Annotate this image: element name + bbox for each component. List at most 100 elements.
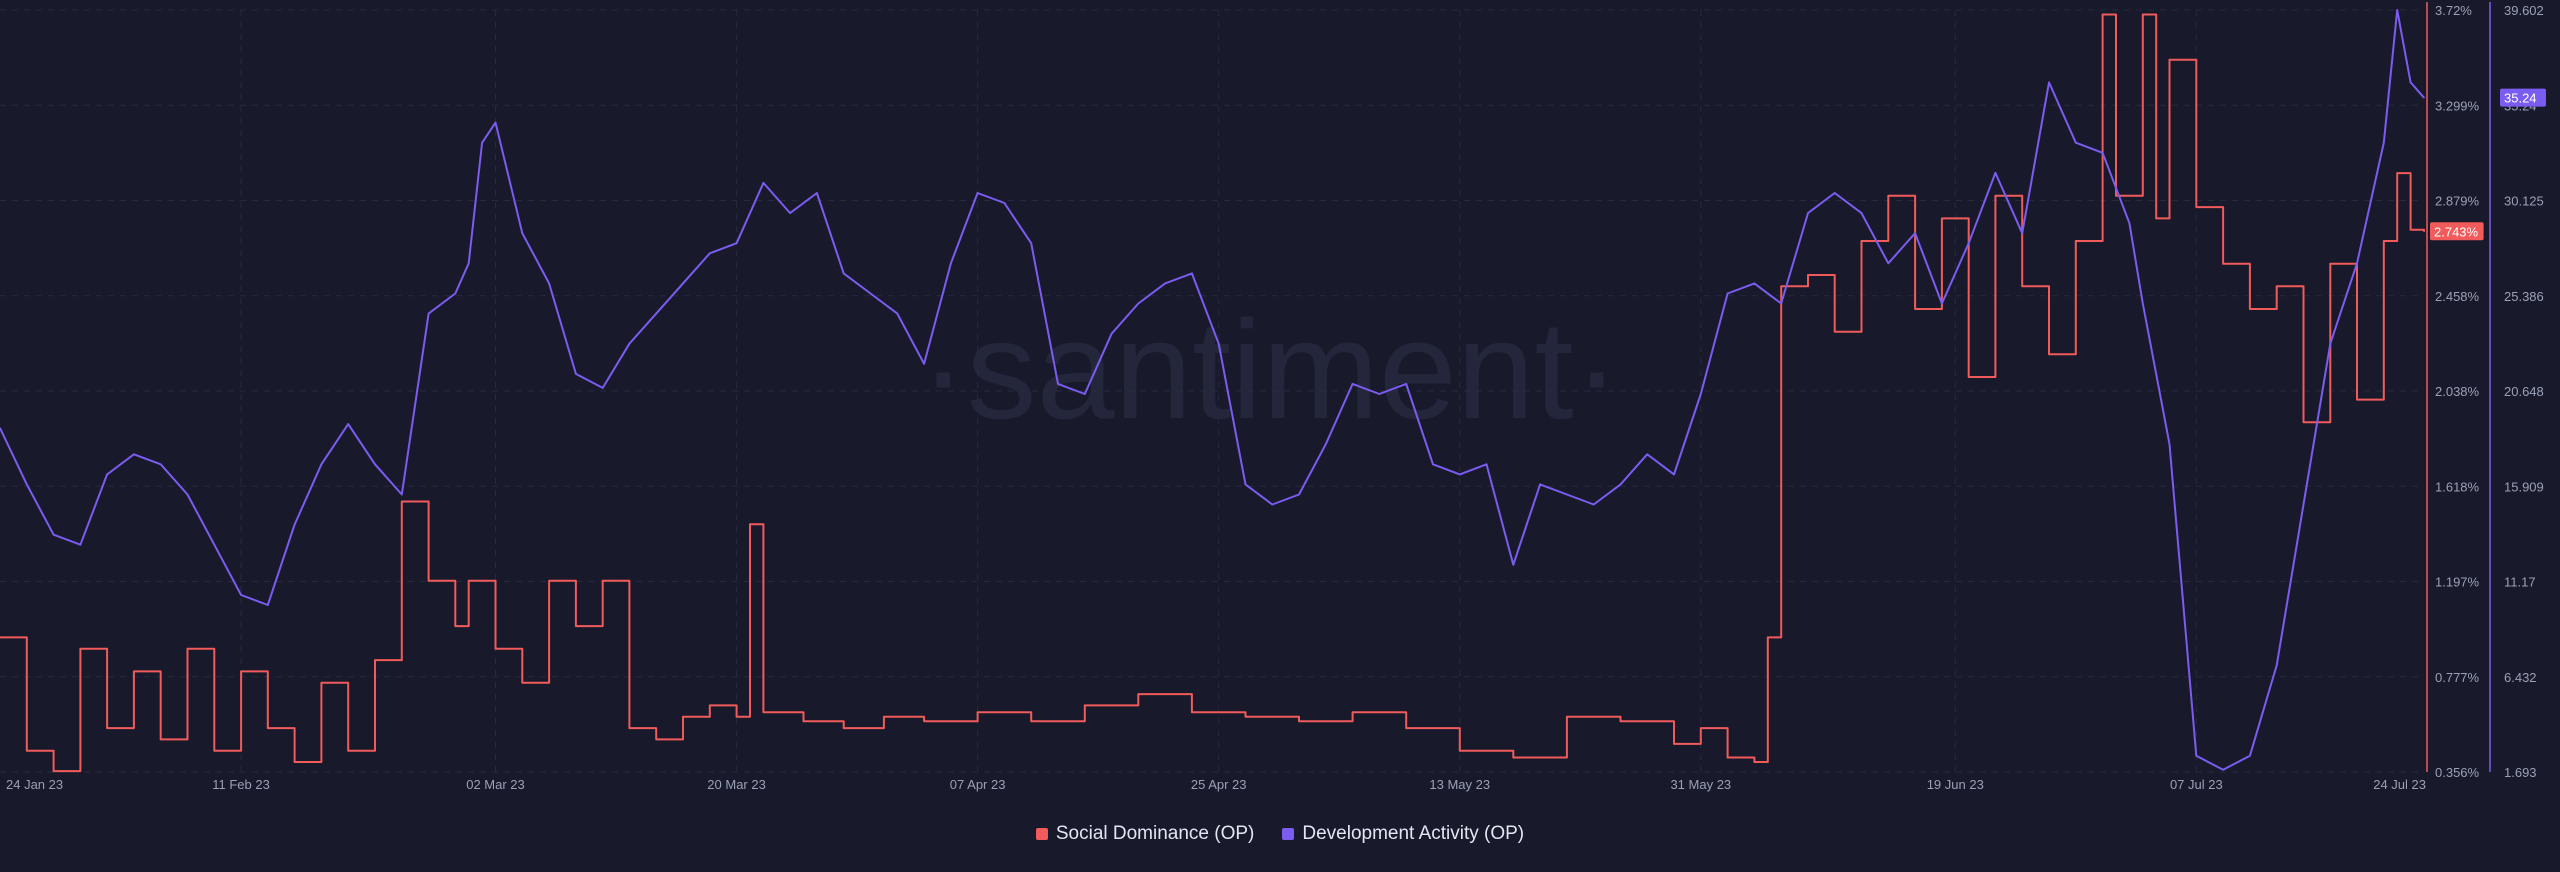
- legend-label-social-dominance: Social Dominance (OP): [1055, 823, 1255, 844]
- data-point-social-dominance: [347, 749, 349, 752]
- data-point-social-dominance: [883, 715, 885, 718]
- data-point-social-dominance: [548, 580, 550, 582]
- data-point-development-activity: [2249, 754, 2251, 757]
- data-point-social-dominance: [2423, 230, 2425, 233]
- data-point-development-activity: [1164, 282, 1166, 285]
- last-value-badge-development-activity: 35.24: [2504, 91, 2537, 106]
- data-point-social-dominance: [1766, 636, 1769, 639]
- last-value-badge-social-dominance: 2.743%: [2434, 224, 2479, 239]
- legend-swatch-development-activity: [1282, 828, 1295, 840]
- data-point-development-activity: [521, 232, 524, 234]
- data-point-social-dominance: [1860, 240, 1863, 242]
- data-point-development-activity: [1807, 212, 1809, 214]
- x-tick-label: 07 Apr 23: [950, 777, 1006, 792]
- data-point-development-activity: [1673, 473, 1675, 476]
- data-point-social-dominance: [1833, 330, 1836, 333]
- data-point-development-activity: [2101, 151, 2104, 154]
- data-point-development-activity: [293, 523, 296, 526]
- y-tick-label-social-dominance: 2.879%: [2435, 194, 2480, 209]
- data-point-development-activity: [1967, 242, 1970, 245]
- data-point-development-activity: [950, 262, 952, 265]
- data-point-social-dominance: [374, 659, 376, 661]
- last-value-badge-development-activity-bg: [2500, 88, 2546, 107]
- data-point-social-dominance: [1566, 715, 1568, 718]
- data-point-social-dominance: [1137, 693, 1140, 695]
- data-point-social-dominance: [494, 647, 497, 650]
- data-point-social-dominance: [628, 727, 631, 729]
- y-tick-label-development-activity: 15.909: [2504, 479, 2544, 494]
- x-tick-label: 11 Feb 23: [212, 777, 270, 792]
- data-point-development-activity: [2021, 232, 2024, 234]
- data-point-development-activity: [1030, 242, 1033, 245]
- data-point-development-activity: [1057, 383, 1059, 385]
- data-point-development-activity: [400, 493, 403, 496]
- data-point-development-activity: [1217, 342, 1220, 345]
- data-point-development-activity: [923, 363, 925, 365]
- data-point-development-activity: [842, 272, 845, 275]
- x-tick-label: 24 Jan 23: [6, 777, 63, 792]
- x-tick-label: 25 Apr 23: [1191, 777, 1247, 792]
- data-point-social-dominance: [293, 761, 296, 763]
- data-point-development-activity: [1994, 172, 1997, 174]
- data-point-social-dominance: [2115, 194, 2117, 197]
- data-point-social-dominance: [802, 720, 805, 723]
- data-point-development-activity: [2423, 96, 2425, 99]
- data-point-social-dominance: [2168, 59, 2171, 61]
- data-point-social-dominance: [427, 580, 430, 582]
- data-point-social-dominance: [1994, 194, 1997, 197]
- data-point-development-activity: [2356, 262, 2358, 265]
- data-point-development-activity: [1244, 483, 1247, 486]
- data-point-development-activity: [467, 262, 470, 265]
- data-point-development-activity: [267, 604, 269, 606]
- data-point-development-activity: [2128, 222, 2131, 224]
- data-point-social-dominance: [575, 625, 577, 627]
- santiment-watermark: ·santiment·: [920, 291, 1620, 448]
- data-point-development-activity: [213, 543, 216, 546]
- x-tick-label: 07 Jul 23: [2170, 777, 2223, 792]
- data-point-development-activity: [106, 473, 108, 476]
- legend-item-development-activity[interactable]: Development Activity (OP): [1282, 823, 1524, 845]
- data-point-development-activity: [682, 282, 684, 285]
- data-point-development-activity: [1592, 503, 1595, 506]
- data-point-social-dominance: [2021, 285, 2024, 288]
- y-tick-label-development-activity: 20.648: [2504, 384, 2544, 399]
- data-point-social-dominance: [79, 647, 82, 650]
- data-point-social-dominance: [682, 715, 684, 718]
- data-point-development-activity: [1566, 493, 1568, 496]
- data-point-development-activity: [1351, 383, 1354, 385]
- data-point-social-dominance: [2222, 262, 2224, 265]
- data-point-social-dominance: [2048, 353, 2050, 356]
- data-point-social-dominance: [976, 711, 979, 713]
- data-point-development-activity: [159, 463, 162, 466]
- y-tick-label-social-dominance: 0.777%: [2435, 670, 2480, 685]
- data-point-development-activity: [1887, 262, 1890, 265]
- x-tick-label: 13 May 23: [1429, 777, 1490, 792]
- data-point-development-activity: [601, 387, 604, 389]
- data-point-development-activity: [1941, 302, 1943, 305]
- data-point-development-activity: [628, 342, 631, 345]
- legend-item-social-dominance[interactable]: Social Dominance (OP): [1035, 823, 1255, 845]
- data-point-development-activity: [1512, 564, 1515, 566]
- data-point-social-dominance: [1405, 727, 1407, 729]
- data-point-development-activity: [869, 292, 872, 295]
- data-point-social-dominance: [2396, 172, 2399, 174]
- data-point-development-activity: [1860, 212, 1863, 214]
- x-tick-label: 24 Jul 23: [2373, 777, 2426, 792]
- data-point-social-dominance: [1512, 756, 1515, 759]
- data-point-social-dominance: [1726, 756, 1729, 759]
- data-point-development-activity: [240, 594, 242, 596]
- data-point-development-activity: [1137, 302, 1140, 305]
- y-tick-label-social-dominance: 3.72%: [2435, 3, 2472, 18]
- data-point-social-dominance: [1673, 743, 1675, 745]
- data-point-social-dominance: [1700, 727, 1702, 729]
- data-point-social-dominance: [749, 523, 751, 525]
- data-point-development-activity: [1378, 393, 1381, 395]
- data-point-social-dominance: [467, 580, 470, 582]
- legend-label-development-activity: Development Activity (OP): [1302, 823, 1525, 844]
- y-tick-label-social-dominance: 2.458%: [2435, 289, 2480, 304]
- x-tick-label: 31 May 23: [1670, 777, 1731, 792]
- data-point-social-dominance: [2075, 240, 2077, 242]
- data-point-development-activity: [427, 312, 430, 315]
- data-point-development-activity: [1083, 393, 1086, 395]
